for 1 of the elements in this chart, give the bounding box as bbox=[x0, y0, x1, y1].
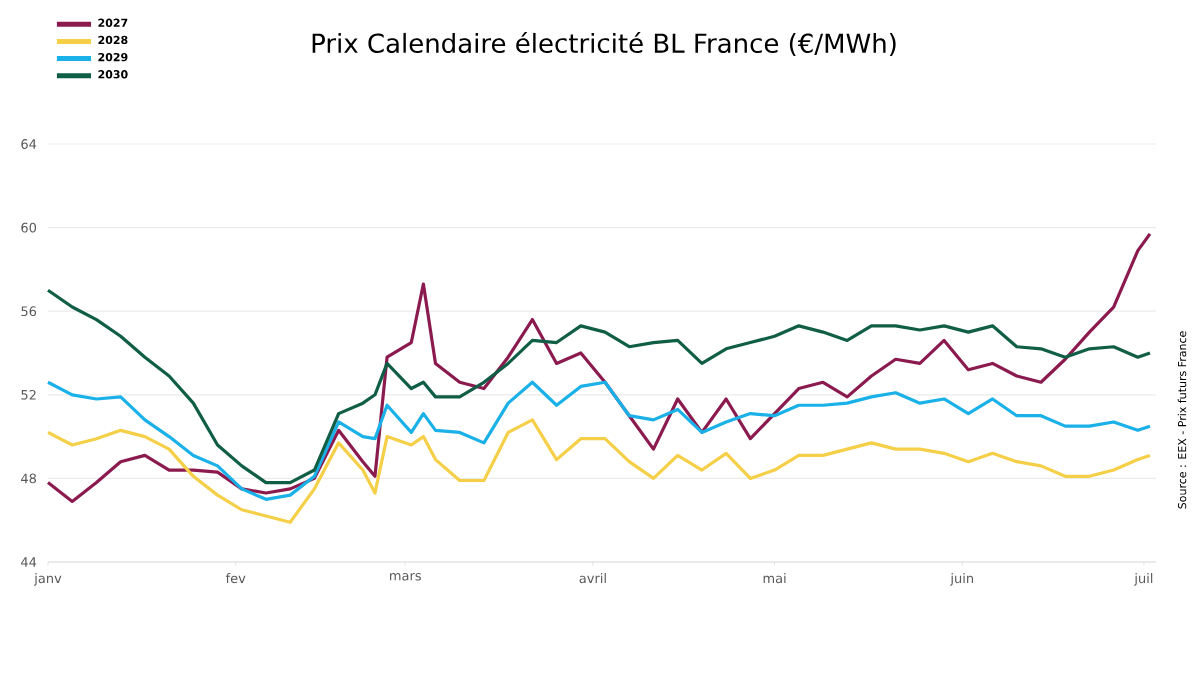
chart-title: Prix Calendaire électricité BL France (€/MWh) bbox=[312, 31, 896, 57]
